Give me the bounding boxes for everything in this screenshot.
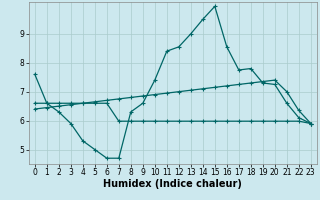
X-axis label: Humidex (Indice chaleur): Humidex (Indice chaleur) [103, 179, 242, 189]
